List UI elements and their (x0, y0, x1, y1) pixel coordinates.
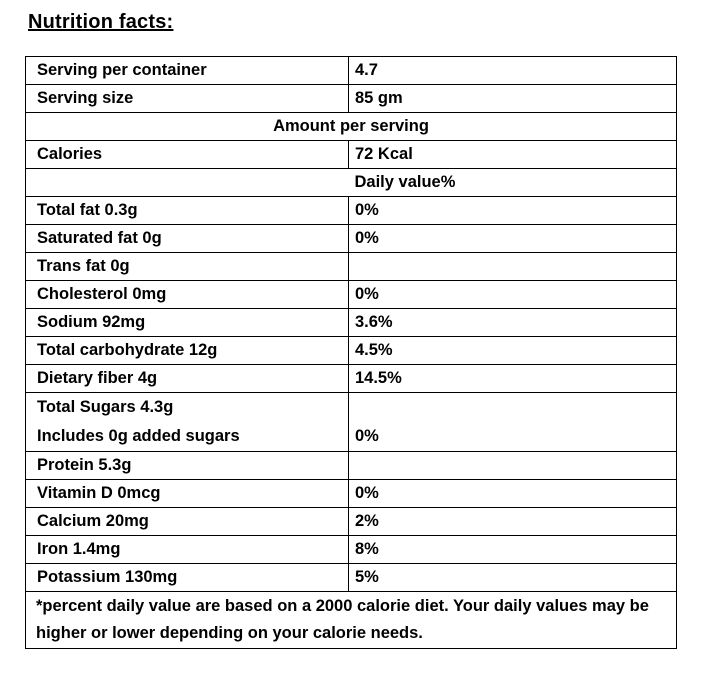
table-row: Total carbohydrate 12g 4.5% (25, 336, 677, 365)
nutrient-value: 0% (348, 479, 677, 508)
nutrient-value (348, 451, 677, 480)
calories-value: 72 Kcal (348, 140, 677, 169)
nutrient-label: Trans fat 0g (25, 252, 349, 281)
footnote: *percent daily value are based on a 2000… (25, 591, 677, 649)
table-row: Cholesterol 0mg 0% (25, 280, 677, 309)
nutrient-value (348, 252, 677, 281)
table-row: Calories 72 Kcal (25, 140, 677, 169)
serving-size-value: 85 gm (348, 84, 677, 113)
serving-per-container-label: Serving per container (25, 56, 349, 85)
nutrient-label: Iron 1.4mg (25, 535, 349, 564)
table-row: Iron 1.4mg 8% (25, 535, 677, 564)
nutrient-label: Vitamin D 0mcg (25, 479, 349, 508)
page-title: Nutrition facts: (28, 11, 174, 33)
table-row: Serving size 85 gm (25, 84, 677, 113)
table-row: Potassium 130mg 5% (25, 563, 677, 592)
table-row: Dietary fiber 4g 14.5% (25, 364, 677, 393)
table-row: Trans fat 0g (25, 252, 677, 281)
nutrient-label: Total carbohydrate 12g (25, 336, 349, 365)
table-row: Calcium 20mg 2% (25, 507, 677, 536)
nutrient-value: 0% (348, 196, 677, 225)
nutrient-value: 0% (348, 280, 677, 309)
nutrient-label: Calcium 20mg (25, 507, 349, 536)
nutrient-label: Protein 5.3g (25, 451, 349, 480)
nutrient-value: 4.5% (348, 336, 677, 365)
nutrient-label: Cholesterol 0mg (25, 280, 349, 309)
table-row: Protein 5.3g (25, 451, 677, 480)
table-row: Daily value% (25, 168, 677, 197)
table-row: Vitamin D 0mcg 0% (25, 479, 677, 508)
table-row: Sodium 92mg 3.6% (25, 308, 677, 337)
total-sugars-label: Total Sugars 4.3g (37, 398, 174, 416)
calories-label: Calories (25, 140, 349, 169)
empty-cell (25, 168, 349, 197)
nutrient-label: Sodium 92mg (25, 308, 349, 337)
sugars-label: Total Sugars 4.3g Includes 0g added sugar… (25, 392, 349, 452)
table-row: Total Sugars 4.3g Includes 0g added sugar… (25, 392, 677, 452)
nutrition-table: Serving per container 4.7 Serving size 8… (25, 56, 677, 649)
nutrient-value: 14.5% (348, 364, 677, 393)
nutrient-label: Total fat 0.3g (25, 196, 349, 225)
nutrient-label: Saturated fat 0g (25, 224, 349, 253)
nutrient-label: Potassium 130mg (25, 563, 349, 592)
table-row: Saturated fat 0g 0% (25, 224, 677, 253)
table-row: *percent daily value are based on a 2000… (25, 591, 677, 649)
table-row: Amount per serving (25, 112, 677, 141)
nutrient-value: 2% (348, 507, 677, 536)
daily-value-header: Daily value% (348, 168, 677, 197)
nutrient-label: Dietary fiber 4g (25, 364, 349, 393)
nutrient-value: 8% (348, 535, 677, 564)
nutrient-value: 5% (348, 563, 677, 592)
added-sugars-label: Includes 0g added sugars (37, 427, 240, 445)
table-row: Serving per container 4.7 (25, 56, 677, 85)
added-sugars-value: 0% (348, 392, 677, 452)
serving-per-container-value: 4.7 (348, 56, 677, 85)
serving-size-label: Serving size (25, 84, 349, 113)
nutrient-value: 0% (348, 224, 677, 253)
nutrient-value: 3.6% (348, 308, 677, 337)
amount-per-serving-header: Amount per serving (25, 112, 677, 141)
table-row: Total fat 0.3g 0% (25, 196, 677, 225)
